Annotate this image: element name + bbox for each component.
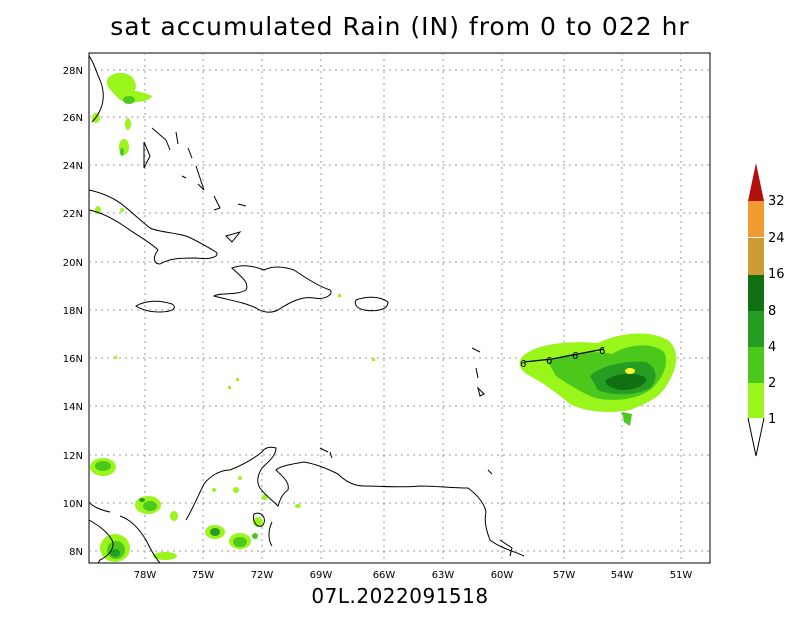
- colorbar-bottom-arrow: [747, 417, 765, 457]
- lon-axis: 78W 75W 72W 69W 66W 63W 60W 57W 54W 51W: [134, 570, 693, 581]
- colorbar-label: 4: [768, 340, 776, 355]
- storm-track: 6 6 6 6: [520, 346, 605, 370]
- lon-tick-label: 60W: [491, 570, 514, 581]
- colorbar-label: 16: [768, 267, 785, 282]
- colorbar-label: 8: [768, 304, 776, 319]
- lat-tick-label: 28N: [63, 66, 83, 77]
- colorbar-label: 32: [768, 194, 785, 209]
- lat-tick-label: 10N: [63, 499, 83, 510]
- rain-area-storm-tail: [622, 412, 632, 426]
- colorbar-label: 24: [768, 231, 785, 246]
- lat-tick-label: 16N: [63, 354, 83, 365]
- lon-tick-label: 69W: [310, 570, 333, 581]
- colorbar-swatch: [748, 238, 764, 275]
- storm-symbol: 6: [520, 359, 526, 370]
- colorbar: 1 2 4 8 16 24 32: [747, 163, 785, 457]
- colorbar-label: 2: [768, 376, 776, 391]
- storm-symbol: 6: [546, 356, 552, 367]
- map-title: sat accumulated Rain (IN) from 0 to 022 …: [110, 12, 690, 41]
- lat-tick-label: 12N: [63, 451, 83, 462]
- colorbar-swatch: [748, 274, 764, 311]
- storm-symbol: 6: [599, 346, 605, 357]
- lon-tick-label: 63W: [432, 570, 455, 581]
- lat-axis: 28N 26N 24N 22N 20N 18N 16N 14N 12N 10N …: [63, 66, 83, 558]
- storm-id-label: 07L.2022091518: [311, 584, 489, 608]
- lat-tick-label: 22N: [63, 209, 83, 220]
- rain-shading: [90, 72, 677, 562]
- coastlines: [88, 55, 525, 564]
- colorbar-swatch: [748, 383, 764, 418]
- colorbar-top-arrow: [748, 163, 764, 201]
- lat-tick-label: 18N: [63, 306, 83, 317]
- lat-tick-label: 24N: [63, 161, 83, 172]
- lat-tick-label: 26N: [63, 113, 83, 124]
- colorbar-swatch: [748, 201, 764, 237]
- lat-tick-label: 8N: [69, 547, 83, 558]
- colorbar-swatch: [748, 311, 764, 347]
- plot-frame: [88, 52, 711, 564]
- rain-area-storm-8: [605, 373, 646, 390]
- lat-tick-label: 14N: [63, 402, 83, 413]
- map-grid: [89, 53, 710, 563]
- lon-tick-label: 54W: [611, 570, 634, 581]
- storm-symbol: 6: [572, 351, 578, 362]
- lon-tick-label: 57W: [553, 570, 576, 581]
- lat-tick-label: 20N: [63, 258, 83, 269]
- rain-area-storm-16: [625, 368, 635, 374]
- lon-tick-label: 66W: [373, 570, 396, 581]
- lon-tick-label: 75W: [192, 570, 215, 581]
- lon-tick-label: 51W: [670, 570, 693, 581]
- lon-tick-label: 72W: [251, 570, 274, 581]
- colorbar-swatch: [748, 347, 764, 383]
- colorbar-label: 1: [768, 412, 776, 427]
- lon-tick-label: 78W: [134, 570, 157, 581]
